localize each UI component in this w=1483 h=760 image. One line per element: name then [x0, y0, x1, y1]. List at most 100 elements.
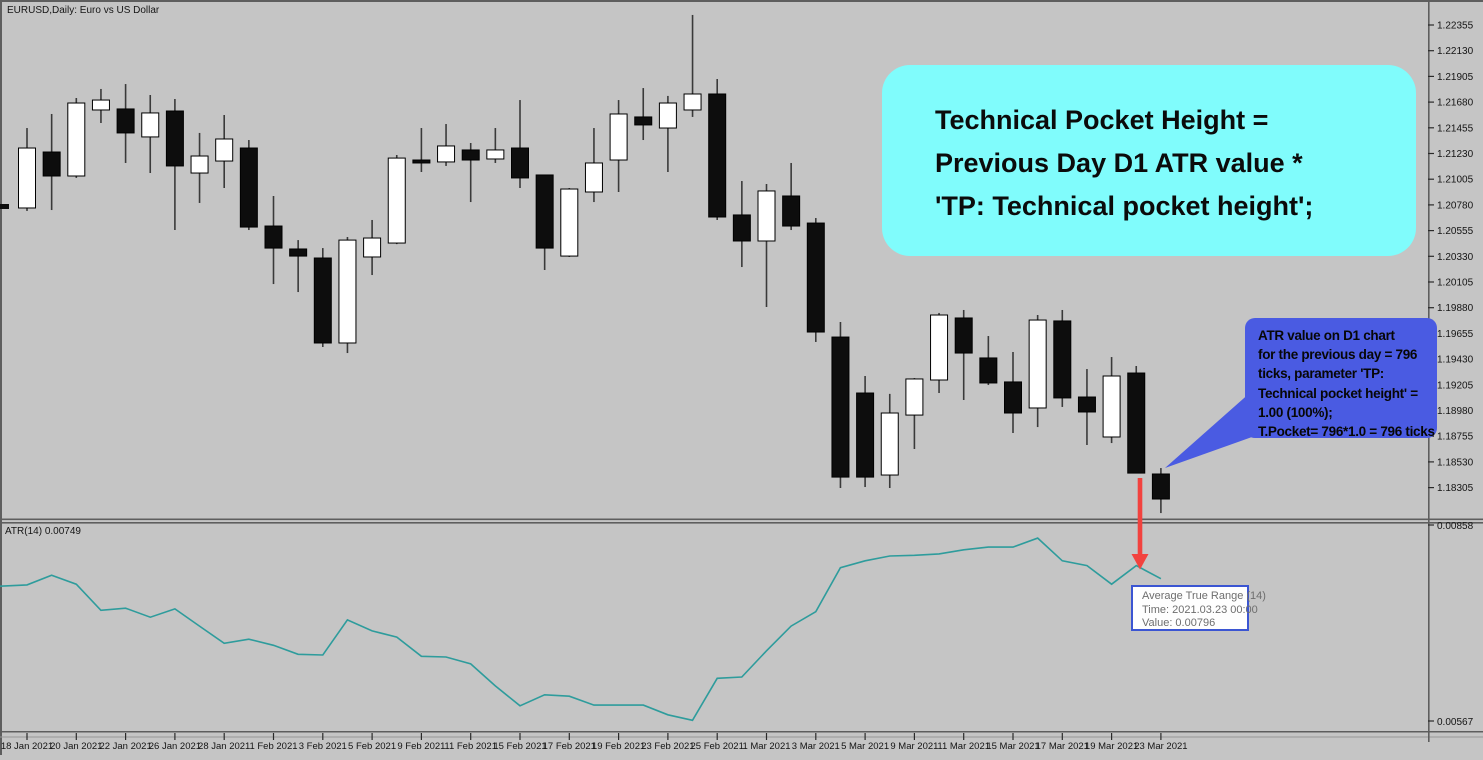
- time-axis-label: 23 Mar 2021: [1134, 741, 1187, 752]
- candle-body: [535, 174, 554, 249]
- candle-body: [954, 317, 973, 354]
- cyan-note-line: 'TP: Technical pocket height';: [935, 191, 1314, 221]
- price-axis-label: 1.21230: [1437, 149, 1474, 160]
- candle: [141, 95, 160, 174]
- candle: [387, 154, 406, 245]
- pane-splitter-line[interactable]: [0, 518, 1483, 521]
- candle-body: [338, 239, 357, 344]
- candle-body: [708, 93, 727, 218]
- candle: [732, 181, 751, 268]
- pane-splitter-line[interactable]: [0, 522, 1483, 524]
- candle-body: [116, 108, 135, 134]
- price-axis-label: 1.22355: [1437, 21, 1474, 32]
- price-axis-label: 1.20555: [1437, 226, 1474, 237]
- price-axis-label: 1.22130: [1437, 46, 1474, 57]
- cyan-note-line: Technical Pocket Height =: [935, 105, 1269, 135]
- candle: [239, 140, 258, 231]
- candle-body: [1102, 375, 1121, 438]
- candle-body: [1151, 473, 1170, 500]
- time-axis-label: 3 Feb 2021: [299, 741, 347, 752]
- candle: [683, 14, 702, 117]
- time-axis-label: 11 Feb 2021: [444, 741, 497, 752]
- time-axis-label: 1 Feb 2021: [249, 741, 297, 752]
- time-axis-inner-line: [0, 736, 1483, 738]
- time-axis-label: 15 Mar 2021: [986, 741, 1039, 752]
- candle-body: [831, 336, 850, 478]
- price-axis-label: 1.21005: [1437, 175, 1474, 186]
- time-axis-label: 5 Feb 2021: [348, 741, 396, 752]
- candle: [782, 162, 801, 231]
- candle-body: [18, 147, 36, 209]
- candle: [1102, 357, 1121, 444]
- candle-body: [486, 149, 505, 160]
- time-axis-label: 18 Jan 2021: [1, 741, 53, 752]
- candle-body: [560, 188, 579, 257]
- atr-axis-label: 0.00858: [1437, 521, 1474, 532]
- candle: [560, 187, 579, 257]
- time-axis-label: 22 Jan 2021: [99, 741, 151, 752]
- time-axis-label: 15 Feb 2021: [493, 741, 546, 752]
- candle-body: [1077, 396, 1096, 413]
- time-axis-label: 23 Feb 2021: [641, 741, 694, 752]
- candle-body: [461, 149, 480, 161]
- left-edge-candle-stub: [0, 204, 9, 209]
- candle-body: [732, 214, 751, 242]
- candle-body: [141, 112, 160, 138]
- candle: [979, 336, 998, 386]
- price-axis-label: 1.20105: [1437, 277, 1474, 288]
- price-axis-label: 1.21680: [1437, 98, 1474, 109]
- tooltip-value: Value: 0.00796: [1142, 617, 1216, 629]
- time-axis-label: 11 Mar 2021: [937, 741, 990, 752]
- candle: [1151, 468, 1170, 514]
- candle-body: [856, 392, 875, 478]
- time-axis-label: 17 Mar 2021: [1036, 741, 1089, 752]
- blue-note-line: ticks, parameter 'TP:: [1258, 366, 1384, 382]
- candle-body: [757, 190, 776, 242]
- candle-body: [806, 222, 825, 333]
- time-axis-label: 1 Mar 2021: [742, 741, 790, 752]
- price-axis-label: 1.21455: [1437, 123, 1474, 134]
- candle-body: [880, 412, 899, 476]
- price-axis-label: 1.18530: [1437, 457, 1474, 468]
- candle: [658, 95, 677, 173]
- candle: [1053, 309, 1072, 407]
- blue-note-line: for the previous day = 796: [1258, 347, 1418, 363]
- indicator-value-label: ATR(14) 0.00749: [5, 526, 81, 537]
- blue-note-line: 1.00 (100%);: [1258, 404, 1333, 420]
- candle-body: [215, 138, 234, 162]
- candle-body: [1053, 320, 1072, 399]
- candle: [954, 309, 973, 400]
- candle-body: [905, 378, 924, 416]
- price-axis-label: 1.18755: [1437, 432, 1474, 443]
- blue-note-line: T.Pocket= 796*1.0 = 796 ticks: [1258, 424, 1435, 440]
- time-axis-label: 9 Mar 2021: [890, 741, 938, 752]
- window-left-border: [0, 0, 2, 755]
- candle: [91, 88, 110, 124]
- blue-note-line: Technical pocket height' =: [1258, 385, 1418, 401]
- cyan-annotation-box: Technical Pocket Height = Previous Day D…: [882, 65, 1416, 256]
- candle: [264, 195, 283, 285]
- time-axis-label: 25 Feb 2021: [691, 741, 744, 752]
- candle: [511, 100, 529, 188]
- candle: [437, 124, 456, 166]
- cyan-note-line: Previous Day D1 ATR value *: [935, 148, 1303, 178]
- candle: [338, 236, 357, 354]
- time-axis-label: 9 Feb 2021: [397, 741, 445, 752]
- candle-body: [683, 93, 702, 111]
- candle-body: [239, 147, 258, 228]
- candle-body: [313, 257, 332, 344]
- candle: [1077, 369, 1096, 445]
- candle-body: [634, 116, 653, 126]
- candle-body: [363, 237, 382, 258]
- candle-body: [1004, 381, 1022, 414]
- blue-note-line: ATR value on D1 chart: [1258, 328, 1395, 343]
- price-axis-label: 1.19430: [1437, 355, 1474, 366]
- candle-body: [91, 99, 110, 111]
- price-axis-label: 1.20330: [1437, 252, 1474, 263]
- atr-axis-label: 0.00567: [1437, 717, 1474, 728]
- time-axis-label: 3 Mar 2021: [792, 741, 840, 752]
- price-axis-label: 1.18980: [1437, 406, 1474, 417]
- candle: [930, 312, 949, 394]
- candle: [905, 378, 924, 449]
- candle: [1004, 352, 1022, 433]
